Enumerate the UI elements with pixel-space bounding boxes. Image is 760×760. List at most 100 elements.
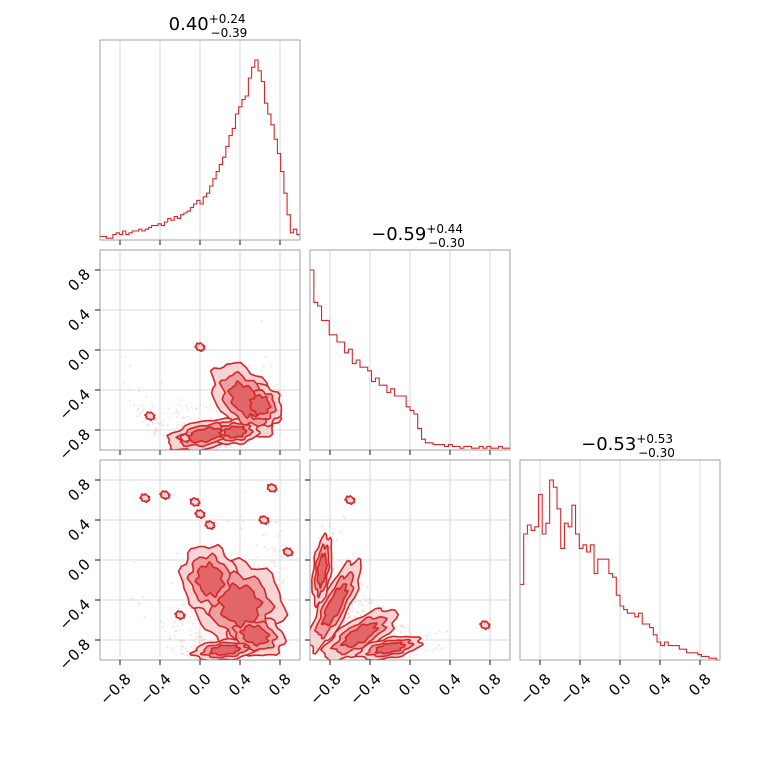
scatter-point: [409, 633, 412, 636]
scatter-point: [280, 530, 282, 532]
contour-island: [144, 411, 156, 422]
y-tick-label: 0.8: [64, 475, 94, 505]
x-tick-label: 0.8: [475, 670, 505, 700]
scatter-point: [432, 649, 435, 652]
scatter-point: [197, 635, 200, 638]
scatter-point: [174, 617, 177, 620]
scatter-point: [426, 636, 429, 639]
scatter-point: [359, 600, 362, 603]
scatter-point: [425, 649, 428, 652]
scatter-point: [282, 580, 284, 583]
scatter-point: [408, 628, 411, 631]
scatter-point: [174, 630, 176, 633]
scatter-point: [182, 602, 185, 605]
scatter-point: [161, 412, 164, 415]
scatter-point: [371, 600, 373, 603]
scatter-point: [177, 412, 180, 414]
scatter-point: [137, 390, 140, 393]
scatter-point: [176, 410, 179, 413]
x-tick-label: 0.4: [225, 670, 255, 700]
scatter-point: [346, 611, 349, 614]
scatter-point: [274, 575, 277, 578]
y-tick-label: 0.8: [64, 265, 94, 295]
panel-title-2: −0.53+0.53 −0.30: [581, 432, 675, 460]
scatter-point: [183, 639, 185, 642]
scatter-point: [162, 622, 165, 624]
scatter-point: [197, 631, 200, 634]
scatter-point: [274, 383, 277, 386]
scatter-point: [175, 427, 178, 429]
scatter-point: [180, 603, 183, 606]
scatter-point: [124, 355, 127, 358]
scatter-point: [251, 558, 254, 561]
scatter-point: [321, 525, 324, 527]
scatter-point: [328, 525, 331, 528]
scatter-point: [203, 639, 205, 642]
scatter-point: [340, 531, 343, 534]
scatter-point: [283, 579, 285, 582]
scatter-point: [438, 644, 441, 647]
scatter-point: [361, 604, 364, 607]
title-plus: +0.24: [209, 12, 246, 26]
scatter-point: [395, 625, 397, 628]
contour-level-2: [374, 641, 406, 655]
scatter-point: [189, 615, 192, 618]
scatter-point: [176, 416, 178, 419]
scatter-point: [281, 555, 283, 558]
contour-island: [344, 495, 356, 506]
scatter-point: [138, 603, 141, 605]
scatter-point: [180, 641, 183, 644]
scatter-point: [438, 630, 441, 633]
scatter-point: [332, 552, 334, 554]
contour-island: [266, 483, 278, 493]
scatter-point: [357, 611, 360, 614]
scatter-point: [401, 625, 404, 627]
scatter-point: [280, 392, 283, 395]
scatter-point: [143, 615, 146, 618]
scatter-point: [376, 604, 379, 607]
x-tick-label: 0.4: [435, 670, 465, 700]
scatter-point: [199, 404, 202, 407]
scatter-point: [244, 490, 247, 493]
scatter-point: [264, 356, 267, 358]
scatter-point: [200, 639, 203, 642]
scatter-point: [365, 599, 368, 602]
contour-level-2: [316, 552, 328, 589]
scatter-point: [178, 404, 180, 406]
scatter-point: [173, 649, 176, 652]
scatter-point: [435, 632, 437, 635]
scatter-point: [203, 637, 206, 640]
scatter-point: [122, 381, 125, 384]
contour-level-2: [339, 622, 380, 649]
scatter-point: [190, 655, 193, 658]
scatter-point: [260, 320, 263, 322]
x-tick-label: 0.8: [685, 670, 715, 700]
scatter-point: [152, 422, 155, 425]
scatter-point: [193, 639, 195, 642]
scatter-point: [189, 417, 192, 420]
scatter-point: [151, 405, 153, 408]
scatter-point: [198, 398, 201, 401]
scatter-point: [177, 424, 180, 427]
scatter-point: [137, 407, 140, 410]
scatter-point: [210, 404, 213, 407]
scatter-point: [175, 630, 178, 633]
scatter-point: [359, 614, 362, 617]
scatter-point: [362, 610, 365, 613]
scatter-panel-2-1: −0.8 −0.4 0.0 0.4 0.8: [305, 459, 511, 709]
scatter-point: [215, 410, 218, 412]
x-tick-label: 0.8: [265, 670, 295, 700]
scatter-point: [273, 560, 275, 563]
y-tick-label: −0.4: [56, 385, 94, 423]
scatter-point: [169, 606, 172, 609]
scatter-point: [329, 523, 331, 526]
scatter-point: [156, 430, 159, 433]
scatter-point: [177, 629, 180, 631]
scatter-point: [181, 645, 183, 647]
scatter-point: [199, 411, 202, 414]
scatter-point: [153, 432, 156, 435]
scatter-point: [346, 617, 349, 620]
scatter-point: [192, 622, 194, 625]
scatter-point: [164, 629, 167, 632]
title-median: 0.40: [169, 14, 209, 35]
